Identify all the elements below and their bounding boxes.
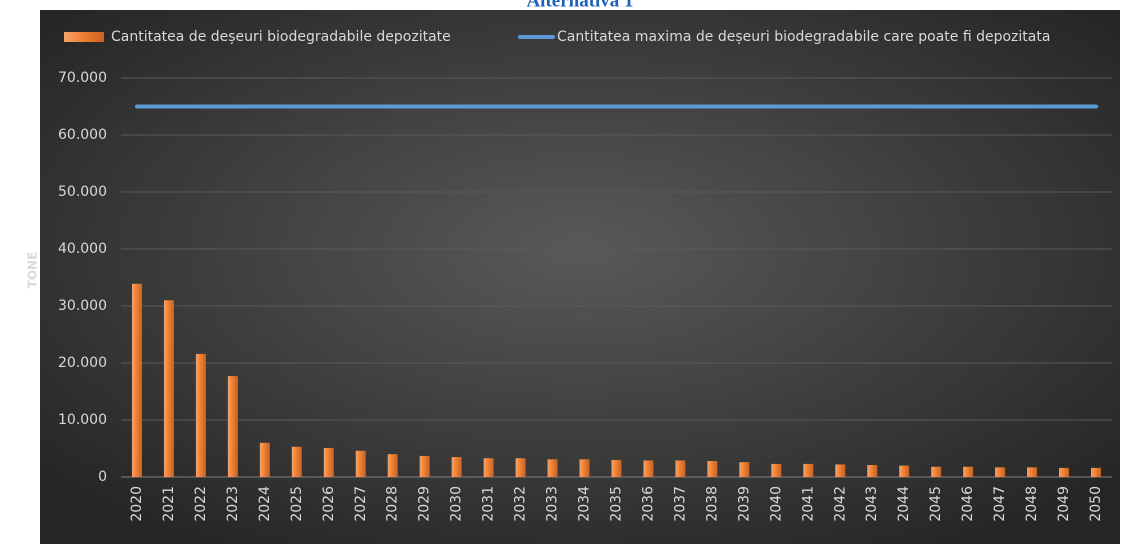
bar [899, 465, 910, 477]
x-tick-label: 2043 [864, 486, 880, 522]
bar [611, 459, 622, 477]
x-tick-label: 2032 [513, 486, 529, 522]
bar [1059, 467, 1070, 477]
x-tick-label: 2033 [545, 486, 561, 522]
x-tick-label: 2041 [800, 486, 816, 522]
y-tick-label: 20.000 [58, 355, 107, 371]
x-tick-label: 2024 [257, 486, 273, 522]
y-tick-label: 30.000 [58, 298, 107, 314]
x-tick-label: 2049 [1056, 486, 1072, 522]
y-tick-label: 60.000 [58, 127, 107, 143]
bar [995, 467, 1006, 477]
bar [259, 442, 270, 477]
x-tick-label: 2025 [289, 486, 305, 522]
bar [515, 458, 526, 477]
x-tick-label: 2031 [481, 486, 497, 522]
legend-label: Cantitatea maxima de deșeuri biodegradab… [557, 29, 1050, 45]
x-tick-label: 2042 [832, 486, 848, 522]
legend-swatch [64, 32, 104, 42]
bar [739, 462, 750, 477]
bar [707, 461, 718, 477]
bar [163, 300, 174, 477]
bar [419, 455, 430, 477]
x-tick-label: 2037 [672, 486, 688, 522]
x-tick-label: 2020 [129, 486, 145, 522]
y-axis-title: TONE [26, 252, 40, 289]
bar [803, 463, 814, 477]
bar [771, 463, 782, 477]
bar [195, 353, 206, 477]
x-tick-label: 2045 [928, 486, 944, 522]
bar [963, 466, 974, 477]
bar [931, 466, 942, 477]
x-tick-label: 2023 [225, 486, 241, 522]
x-tick-label: 2026 [321, 486, 337, 522]
bar [387, 454, 398, 477]
x-tick-label: 2028 [385, 486, 401, 522]
plot-background [40, 10, 1120, 544]
x-tick-label: 2035 [609, 486, 625, 522]
bar [1027, 467, 1038, 477]
y-tick-label: 70.000 [58, 70, 107, 86]
x-tick-label: 2048 [1024, 486, 1040, 522]
bar [323, 447, 334, 477]
x-tick-label: 2030 [449, 486, 465, 522]
x-tick-label: 2022 [193, 486, 209, 522]
bar [835, 464, 846, 477]
bar [643, 460, 654, 477]
x-tick-label: 2029 [417, 486, 433, 522]
x-tick-label: 2027 [353, 486, 369, 522]
bar [291, 446, 302, 477]
x-tick-label: 2040 [768, 486, 784, 522]
x-tick-label: 2050 [1088, 486, 1104, 522]
bar [355, 450, 366, 477]
x-tick-label: 2038 [704, 486, 720, 522]
bar [131, 283, 142, 477]
y-tick-label: 40.000 [58, 241, 107, 257]
x-tick-label: 2034 [577, 486, 593, 522]
bar [483, 458, 494, 477]
bar [579, 459, 590, 477]
x-tick-label: 2047 [992, 486, 1008, 522]
bar [1091, 467, 1102, 477]
x-tick-label: 2044 [896, 486, 912, 522]
bar [867, 465, 878, 477]
legend-label: Cantitatea de deșeuri biodegradabile dep… [111, 29, 451, 45]
x-tick-label: 2039 [736, 486, 752, 522]
bar [675, 460, 686, 477]
x-tick-label: 2046 [960, 486, 976, 522]
x-tick-label: 2021 [161, 486, 177, 522]
bar [547, 459, 558, 477]
y-tick-label: 0 [98, 469, 107, 485]
y-tick-label: 50.000 [58, 184, 107, 200]
chart-title: Alternativa 1 [526, 0, 633, 11]
bar [451, 457, 462, 477]
y-tick-label: 10.000 [58, 412, 107, 428]
bar [227, 376, 238, 477]
x-tick-label: 2036 [640, 486, 656, 522]
